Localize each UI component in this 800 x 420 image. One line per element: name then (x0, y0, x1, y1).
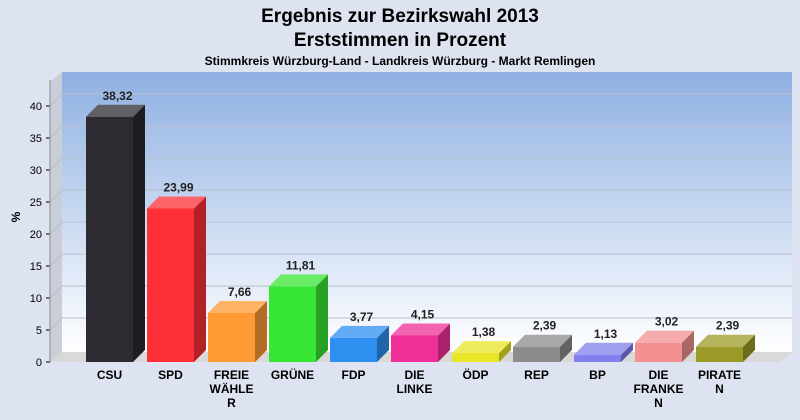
grid-line-diagonal (49, 157, 63, 171)
grid-line-diagonal (49, 189, 63, 203)
bar-top (208, 300, 267, 313)
bar-front (147, 208, 194, 362)
bar-front (513, 346, 560, 362)
bar (635, 330, 694, 362)
y-tick-label: 0 (36, 357, 42, 369)
bar (452, 341, 511, 362)
grid-line-diagonal (49, 93, 63, 107)
bar-front (330, 337, 377, 362)
y-tick-label: 25 (30, 197, 42, 209)
bar-side (438, 323, 450, 362)
bar (391, 323, 450, 362)
bar (696, 334, 755, 362)
bar-top (635, 330, 694, 343)
bar-side (560, 334, 572, 362)
grid-line-diagonal (49, 221, 63, 235)
grid-line-diagonal (49, 253, 63, 267)
bar (513, 334, 572, 362)
bar-front (391, 335, 438, 362)
category-label: DIE (648, 368, 668, 382)
bar-front (269, 286, 316, 362)
y-tick-label: 5 (36, 325, 42, 337)
value-label: 38,32 (102, 89, 132, 103)
category-label: DIE (404, 368, 424, 382)
bar-top (696, 334, 755, 347)
bar-front (574, 354, 621, 362)
bar-top (86, 104, 145, 117)
category-label: CSU (97, 368, 122, 382)
bar-side (621, 342, 633, 362)
bar-front (452, 353, 499, 362)
chart-title: Ergebnis zur Bezirkswahl 2013 (261, 6, 539, 27)
value-label: 1,13 (594, 327, 618, 341)
bar (574, 342, 633, 362)
bar-side (194, 196, 206, 362)
value-label: 23,99 (163, 180, 193, 194)
bar-side (255, 300, 267, 362)
y-tick-label: 20 (30, 229, 42, 241)
y-tick-label: 15 (30, 261, 42, 273)
bar (330, 325, 389, 362)
category-label: REP (524, 368, 549, 382)
bar (147, 196, 206, 362)
category-label: FREIE (214, 368, 249, 382)
category-label: LINKE (397, 382, 433, 396)
chart-subtitle-2: Stimmkreis Würzburg-Land - Landkreis Wür… (205, 54, 596, 68)
y-tick-label: 10 (30, 293, 42, 305)
y-axis: 0 5 10 15 20 25 30 35 40 (30, 80, 51, 369)
bar-top (269, 274, 328, 287)
value-label: 4,15 (411, 307, 435, 321)
category-label: N (715, 382, 724, 396)
category-label: ÖDP (462, 367, 488, 382)
value-label: 2,39 (533, 319, 557, 333)
category-label: SPD (158, 368, 183, 382)
grid-line-diagonal (49, 317, 63, 331)
y-tick-label: 30 (30, 165, 42, 177)
y-tick-label: 40 (30, 101, 42, 113)
category-label: WÄHLE (210, 381, 254, 396)
bar-side (133, 104, 145, 362)
bar-top (147, 196, 206, 209)
bar-side (499, 341, 511, 362)
bar (86, 104, 145, 362)
grid-line-diagonal (49, 285, 63, 299)
bar-top (574, 342, 633, 355)
bar-side (743, 334, 755, 362)
y-axis-label: % (9, 211, 23, 222)
category-label: GRÜNE (271, 367, 314, 382)
value-label: 3,77 (350, 310, 374, 324)
category-label: PIRATE (698, 368, 741, 382)
bar-top (513, 334, 572, 347)
bar-front (86, 116, 133, 362)
chart-subtitle: Erststimmen in Prozent (294, 30, 507, 51)
bar-top (391, 323, 450, 336)
bar-top (330, 325, 389, 338)
bar (269, 274, 328, 362)
category-label: N (654, 396, 663, 410)
grid-line-diagonal (49, 125, 63, 139)
value-label: 2,39 (716, 319, 740, 333)
value-label: 7,66 (228, 285, 252, 299)
category-label: R (227, 396, 236, 410)
bar-side (377, 325, 389, 362)
value-label: 3,02 (655, 315, 679, 329)
value-labels: 38,32 23,99 7,66 11,81 3,77 4,15 1,38 2,39 1,13 3… (102, 89, 739, 341)
category-label: BP (589, 368, 606, 382)
bar-front (635, 342, 682, 362)
category-label: FRANKE (634, 382, 684, 396)
bar-side (682, 330, 694, 362)
value-label: 1,38 (472, 325, 496, 339)
bar-top (452, 341, 511, 354)
bars (86, 104, 755, 362)
bar-front (696, 346, 743, 362)
bar (208, 300, 267, 362)
bar-side (316, 274, 328, 362)
category-label: FDP (342, 368, 366, 382)
value-label: 11,81 (286, 258, 316, 272)
bar-front (208, 312, 255, 362)
y-tick-label: 35 (30, 133, 42, 145)
